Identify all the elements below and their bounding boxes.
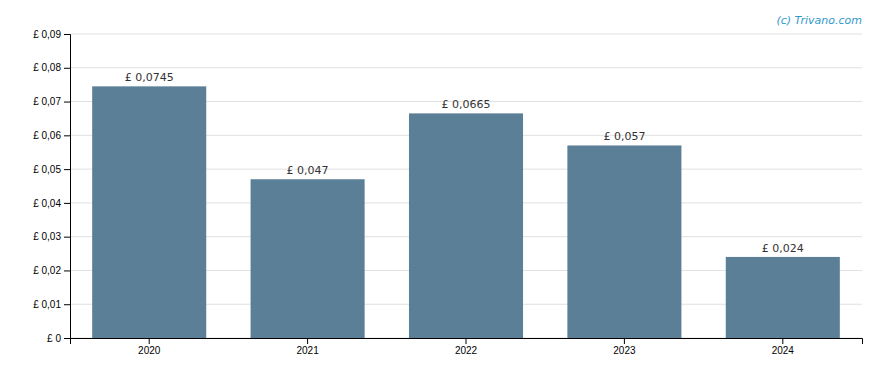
tick-mark bbox=[64, 135, 70, 136]
tick-mark bbox=[64, 338, 70, 339]
x-axis: 2020 2021 2022 2023 2024 bbox=[71, 338, 863, 356]
tick-label: £ 0,02 bbox=[33, 265, 61, 276]
tick-mark bbox=[466, 338, 467, 344]
tick: 2023 bbox=[613, 338, 636, 356]
tick-mark bbox=[64, 304, 70, 305]
bar bbox=[726, 257, 840, 338]
tick: £ 0,07 bbox=[33, 96, 70, 107]
tick: 2020 bbox=[138, 338, 161, 356]
tick-label: 2021 bbox=[296, 345, 319, 356]
tick-label: £ 0,06 bbox=[33, 130, 61, 141]
tick-mark bbox=[149, 338, 150, 344]
watermark: (c) Trivano.com bbox=[776, 14, 862, 27]
data-label: £ 0,024 bbox=[762, 242, 804, 255]
bar bbox=[409, 113, 523, 338]
tick-label: £ 0,04 bbox=[33, 198, 61, 209]
tick: £ 0,05 bbox=[33, 164, 70, 175]
grid-line bbox=[70, 34, 862, 35]
tick-label: 2024 bbox=[772, 345, 795, 356]
tick-mark bbox=[64, 68, 70, 69]
tick-label: £ 0,03 bbox=[33, 231, 61, 242]
tick-label: 2023 bbox=[613, 345, 636, 356]
tick-label: 2020 bbox=[138, 345, 161, 356]
tick-label: £ 0 bbox=[47, 333, 61, 344]
tick: 2024 bbox=[772, 338, 795, 356]
grid bbox=[70, 34, 862, 338]
tick-label: 2022 bbox=[455, 345, 478, 356]
tick-label: £ 0,05 bbox=[33, 164, 61, 175]
data-label: £ 0,0665 bbox=[442, 98, 491, 111]
tick: £ 0,04 bbox=[33, 198, 70, 209]
tick-label: £ 0,07 bbox=[33, 96, 61, 107]
plot: £ 0 £ 0,01 £ 0,02 £ 0,03 £ 0,04 £ 0,05 £ 0,06 £… bbox=[33, 29, 862, 356]
bar bbox=[251, 179, 365, 338]
tick: £ 0,03 bbox=[33, 231, 70, 242]
tick-mark bbox=[624, 338, 625, 344]
tick-label: £ 0,01 bbox=[33, 299, 61, 310]
tick-label: £ 0,08 bbox=[33, 62, 61, 73]
bar bbox=[567, 145, 681, 338]
tick-label: £ 0,09 bbox=[33, 29, 61, 40]
tick-mark bbox=[307, 338, 308, 344]
y-axis: £ 0 £ 0,01 £ 0,02 £ 0,03 £ 0,04 £ 0,05 £ 0,06 £… bbox=[33, 29, 70, 344]
tick-mark bbox=[782, 338, 783, 344]
tick-mark bbox=[64, 237, 70, 238]
data-label: £ 0,0745 bbox=[125, 71, 174, 84]
tick-mark bbox=[64, 102, 70, 103]
tick: £ 0,08 bbox=[33, 62, 70, 73]
axis-line bbox=[71, 339, 863, 345]
annotations: (c) Trivano.com bbox=[776, 14, 862, 27]
tick: £ 0 bbox=[47, 333, 70, 344]
bars bbox=[92, 86, 840, 338]
data-label: £ 0,047 bbox=[287, 164, 329, 177]
tick: £ 0,09 bbox=[33, 29, 70, 40]
axis-line bbox=[64, 35, 71, 339]
tick: £ 0,06 bbox=[33, 130, 70, 141]
tick: £ 0,02 bbox=[33, 265, 70, 276]
bar bbox=[92, 86, 206, 338]
tick-mark bbox=[64, 34, 70, 35]
data-labels: £ 0,0745 £ 0,047 £ 0,0665 £ 0,057 £ 0,024 bbox=[125, 71, 804, 255]
data-label: £ 0,057 bbox=[603, 130, 645, 143]
tick-mark bbox=[64, 169, 70, 170]
tick: £ 0,01 bbox=[33, 299, 70, 310]
chart: £ 0 £ 0,01 £ 0,02 £ 0,03 £ 0,04 £ 0,05 £ 0,06 £… bbox=[0, 0, 888, 370]
tick-mark bbox=[64, 203, 70, 204]
grid-line bbox=[70, 67, 862, 68]
tick-mark bbox=[64, 270, 70, 271]
tick: 2022 bbox=[455, 338, 478, 356]
tick: 2021 bbox=[296, 338, 319, 356]
